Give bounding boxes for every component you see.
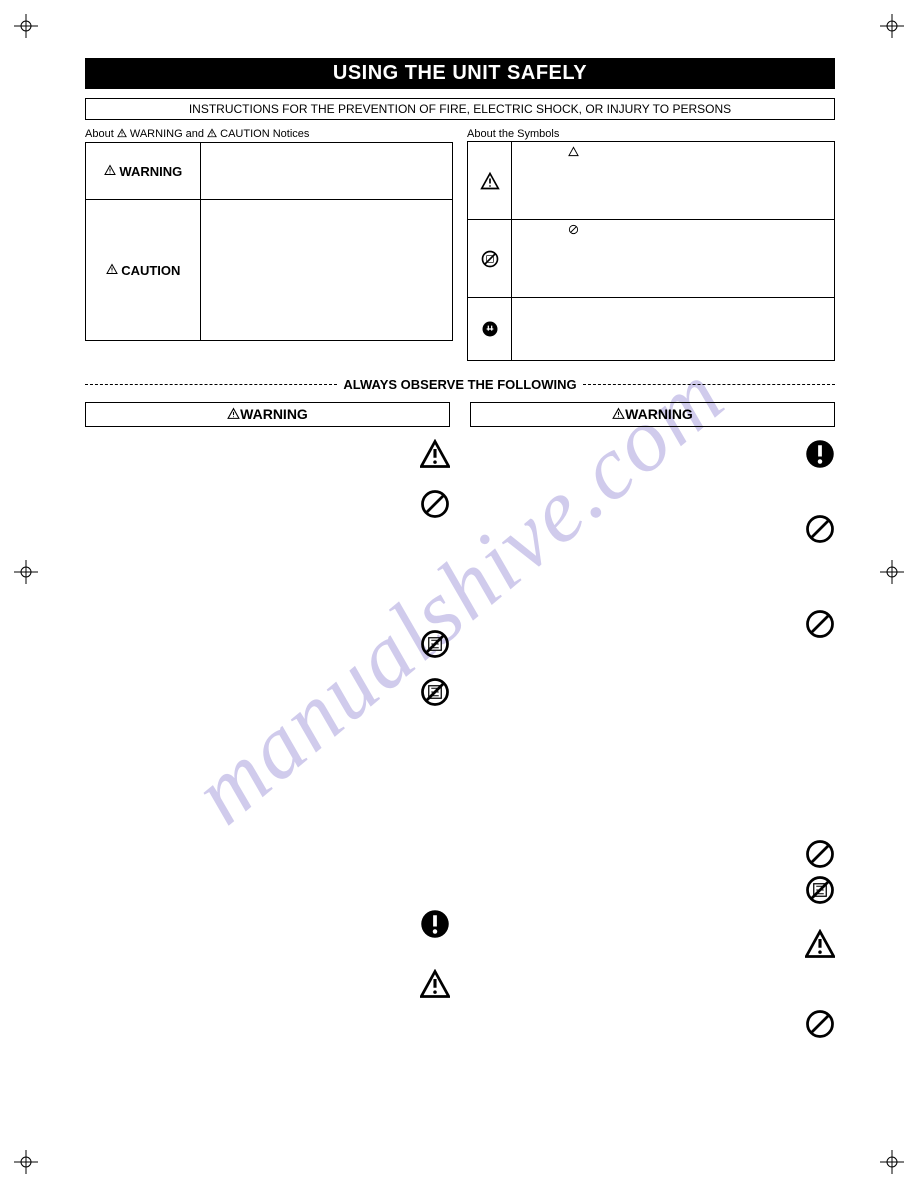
symbol-row-triangle (468, 142, 834, 220)
circle-slash-icon (420, 489, 450, 524)
warning-row: WARNING (86, 143, 452, 200)
symbols-column: About the Symbols (467, 124, 835, 361)
mandatory-icon (468, 298, 512, 360)
symbol-row-mandatory (468, 298, 834, 360)
mini-prohibit-icon (568, 224, 579, 237)
divider-row: ALWAYS OBSERVE THE FOLLOWING (85, 377, 835, 392)
caution-word: CAUTION (121, 263, 180, 278)
circle-slash-detail-icon (420, 629, 450, 664)
notices-column: About WARNING and CAUTION Notices WARNIN… (85, 124, 453, 361)
caution-label-cell: CAUTION (86, 200, 201, 340)
prohibit-icon (468, 220, 512, 297)
registration-mark (880, 1150, 904, 1174)
divider-text: ALWAYS OBSERVE THE FOLLOWING (337, 377, 582, 392)
warning-label-cell: WARNING (86, 143, 201, 199)
registration-mark (14, 560, 38, 584)
circle-slash-icon (805, 609, 835, 644)
circle-slash-icon (805, 514, 835, 549)
symbols-label: About the Symbols (467, 128, 835, 140)
circle-slash-detail2-icon (420, 677, 450, 712)
circle-slash-icon (805, 1009, 835, 1044)
warning-header-text: WARNING (240, 406, 308, 422)
mini-triangle-icon (568, 146, 579, 159)
solid-bang-icon (420, 909, 450, 944)
registration-mark (14, 1150, 38, 1174)
triangle-bang-icon (805, 929, 835, 964)
caution-row: CAUTION (86, 200, 452, 340)
page-title: USING THE UNIT SAFELY (85, 58, 835, 89)
solid-bang-icon (805, 439, 835, 474)
page-subtitle: INSTRUCTIONS FOR THE PREVENTION OF FIRE,… (85, 98, 835, 120)
circle-slash-detail-icon (805, 875, 835, 910)
warning-header-right: WARNING (470, 402, 835, 427)
warning-column-right: WARNING (470, 402, 835, 1159)
page-content: USING THE UNIT SAFELY INSTRUCTIONS FOR T… (85, 58, 835, 1159)
circle-slash-icon (805, 839, 835, 874)
triangle-warning-icon (468, 142, 512, 219)
symbol-row-prohibit (468, 220, 834, 298)
registration-mark (880, 560, 904, 584)
warning-column-left: WARNING (85, 402, 450, 1159)
registration-mark (14, 14, 38, 38)
warning-header-left: WARNING (85, 402, 450, 427)
warning-word: WARNING (119, 164, 182, 179)
warning-header-text: WARNING (625, 406, 693, 422)
triangle-bang-icon (420, 969, 450, 1004)
triangle-bang-icon (420, 439, 450, 474)
registration-mark (880, 14, 904, 38)
notices-label: About WARNING and CAUTION Notices (85, 128, 453, 141)
